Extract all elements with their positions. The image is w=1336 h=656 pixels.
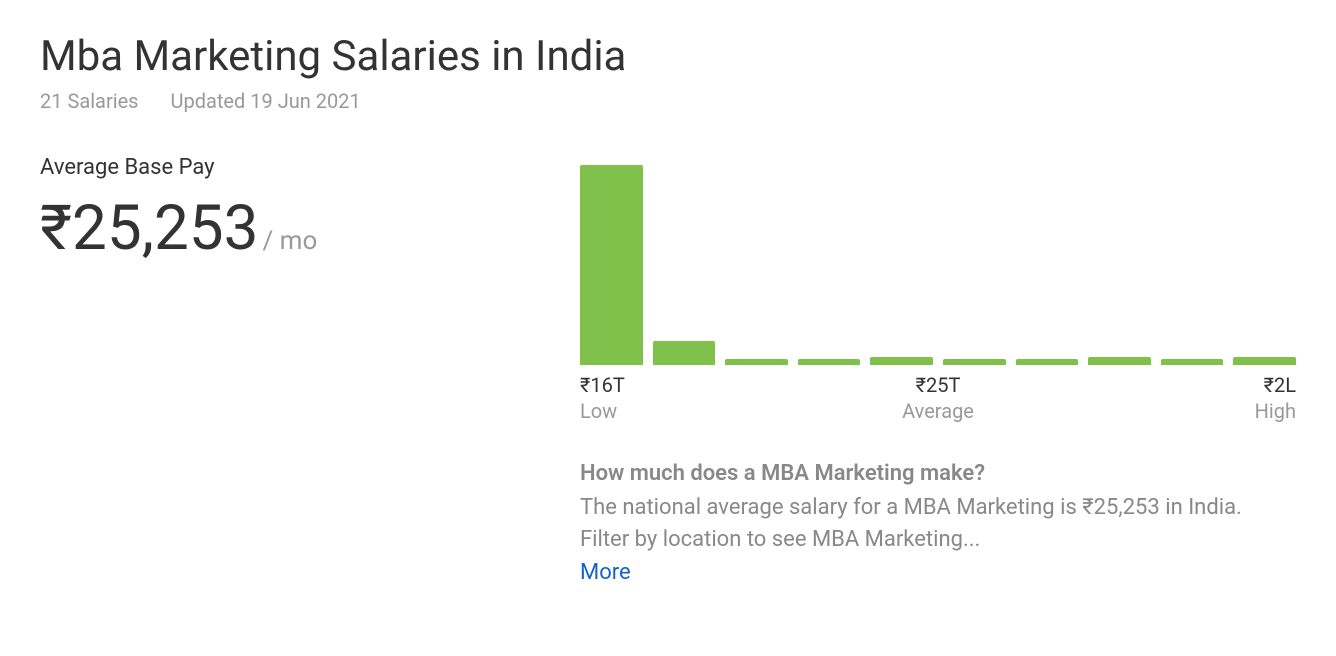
more-link[interactable]: More xyxy=(580,560,631,585)
page-title: Mba Marketing Salaries in India xyxy=(40,32,1296,81)
updated-date: Updated 19 Jun 2021 xyxy=(171,89,361,113)
chart-bar xyxy=(870,357,933,365)
salary-unit: / mo xyxy=(262,226,317,256)
average-pay-panel: Average Base Pay ₹25,253/ mo xyxy=(40,155,540,585)
chart-bar xyxy=(1088,357,1151,365)
chart-bar xyxy=(725,359,788,365)
axis-low-value: ₹16T xyxy=(580,373,625,397)
axis-high: ₹2L High xyxy=(1255,373,1296,423)
chart-bar xyxy=(1016,359,1079,365)
axis-high-value: ₹2L xyxy=(1255,373,1296,397)
chart-axis: ₹16T Low ₹25T Average ₹2L High xyxy=(580,373,1296,433)
salary-value: ₹25,253 xyxy=(40,192,258,265)
chart-bar xyxy=(653,341,716,365)
salary-distribution-chart xyxy=(580,165,1296,365)
axis-average-label: Average xyxy=(902,399,974,423)
chart-bar xyxy=(1233,357,1296,365)
meta-row: 21 Salaries Updated 19 Jun 2021 xyxy=(40,89,1296,113)
average-base-pay-label: Average Base Pay xyxy=(40,155,540,180)
chart-bar xyxy=(580,165,643,365)
info-question: How much does a MBA Marketing make? xyxy=(580,461,1296,486)
axis-low-label: Low xyxy=(580,399,625,423)
axis-average-value: ₹25T xyxy=(902,373,974,397)
average-salary-amount: ₹25,253/ mo xyxy=(40,198,540,260)
axis-average: ₹25T Average xyxy=(902,373,974,423)
salary-count: 21 Salaries xyxy=(40,89,139,113)
axis-high-label: High xyxy=(1255,399,1296,423)
chart-bar xyxy=(798,359,861,365)
chart-bar xyxy=(1161,359,1224,365)
chart-bar xyxy=(943,359,1006,365)
info-description: The national average salary for a MBA Ma… xyxy=(580,492,1296,556)
axis-low: ₹16T Low xyxy=(580,373,625,423)
